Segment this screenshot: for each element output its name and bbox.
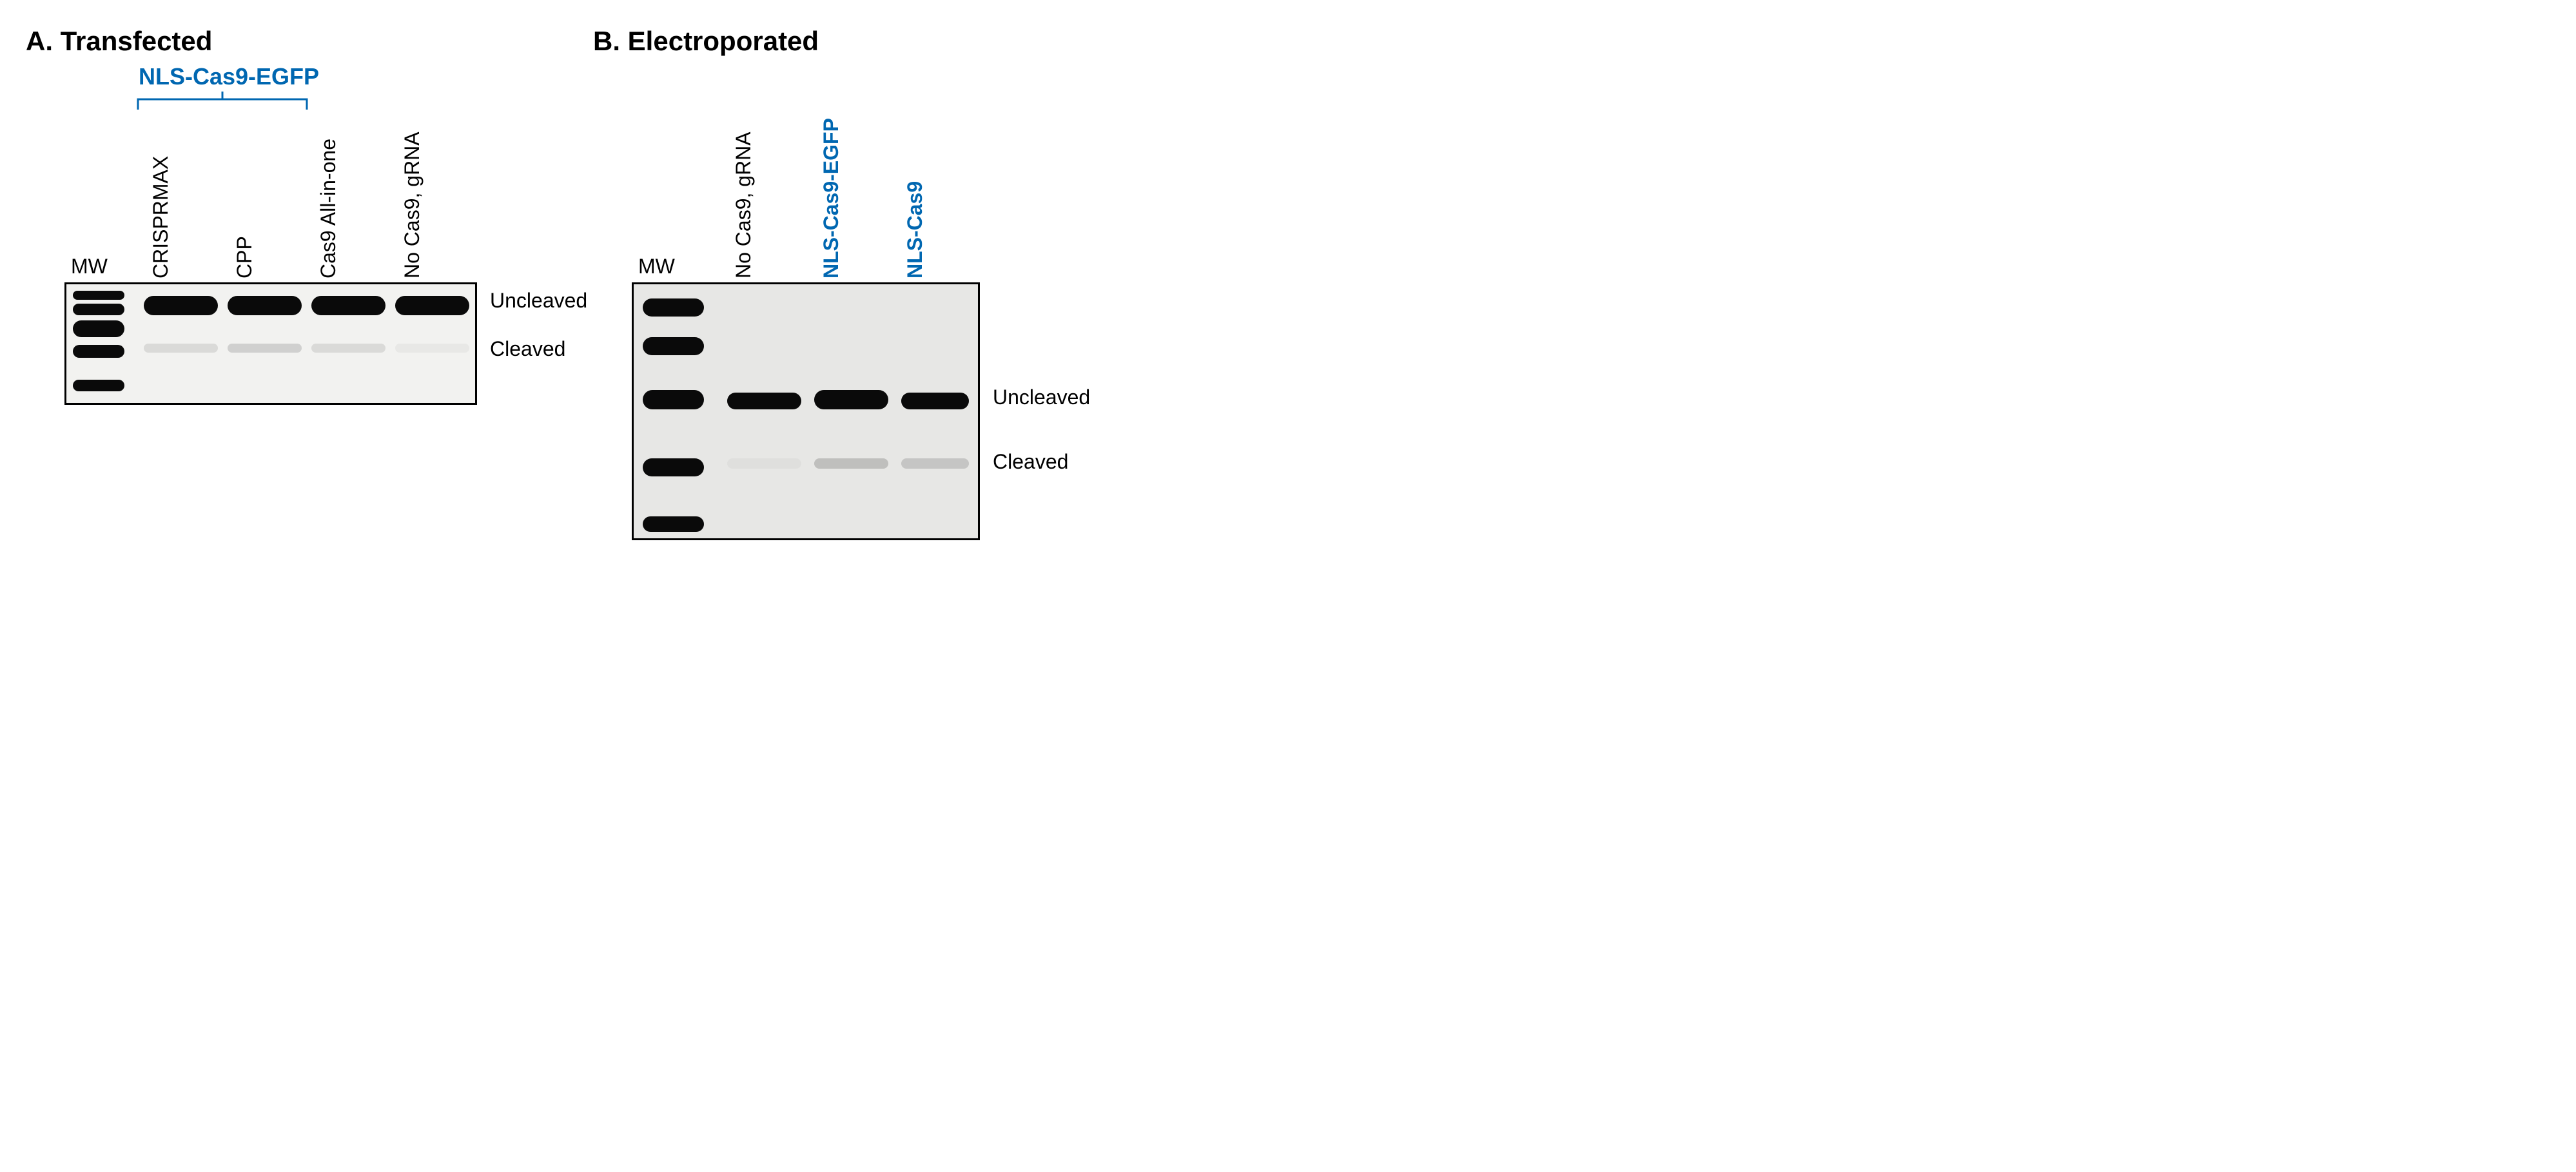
uncleaved-band [727, 393, 801, 409]
uncleaved-band [228, 296, 302, 315]
lane-label: No Cas9, gRNA [400, 132, 424, 278]
bracket-icon [135, 92, 309, 111]
lane-label: CRISPRMAX [149, 156, 173, 278]
panel-b-content: MW No Cas9, gRNA NLS-Cas9-EGFP NLS-Cas9 … [593, 63, 980, 540]
cleaved-band [228, 344, 302, 353]
mw-label-a: MW [71, 255, 108, 278]
mw-label-b: MW [638, 255, 675, 278]
uncleaved-band [395, 296, 469, 315]
ladder-band [643, 337, 704, 355]
uncleaved-label-a: Uncleaved [490, 289, 587, 313]
lane-label: NLS-Cas9-EGFP [819, 118, 843, 278]
ladder-band [73, 345, 124, 358]
uncleaved-label-b: Uncleaved [993, 386, 1090, 409]
cleaved-band [814, 458, 888, 469]
lane-label: CPP [233, 236, 257, 278]
cleaved-band [311, 344, 385, 353]
cleaved-band [144, 344, 218, 353]
panel-b: B. Electroporated MW No Cas9, gRNA NLS-C… [593, 26, 980, 540]
ladder-band [73, 304, 124, 315]
bracket-label-a: NLS-Cas9-EGFP [139, 63, 306, 90]
uncleaved-band [144, 296, 218, 315]
uncleaved-band [901, 393, 969, 409]
ladder-band [643, 516, 704, 532]
uncleaved-band [814, 390, 888, 409]
uncleaved-band [311, 296, 385, 315]
ladder-band [73, 291, 124, 300]
gel-image-a [64, 282, 477, 405]
panel-a-title: A. Transfected [26, 26, 477, 57]
ladder-band [643, 458, 704, 476]
ladder-band [643, 390, 704, 409]
gel-image-b [632, 282, 980, 540]
ladder-band [73, 380, 124, 391]
ladder-band [73, 320, 124, 337]
lane-label: NLS-Cas9 [903, 181, 927, 278]
cleaved-band [395, 344, 469, 353]
panel-b-title: B. Electroporated [593, 26, 980, 57]
cleaved-label-b: Cleaved [993, 450, 1068, 474]
lane-label: No Cas9, gRNA [732, 132, 756, 278]
panel-a: A. Transfected NLS-Cas9-EGFP MW CRISPRMA… [26, 26, 477, 405]
cleaved-label-a: Cleaved [490, 337, 565, 361]
cleaved-band [727, 458, 801, 469]
ladder-band [643, 298, 704, 317]
lane-label: Cas9 All-in-one [317, 139, 340, 278]
figure-container: A. Transfected NLS-Cas9-EGFP MW CRISPRMA… [26, 26, 2550, 540]
cleaved-band [901, 458, 969, 469]
panel-a-content: NLS-Cas9-EGFP MW CRISPRMAX CPP Cas9 All-… [26, 63, 477, 405]
